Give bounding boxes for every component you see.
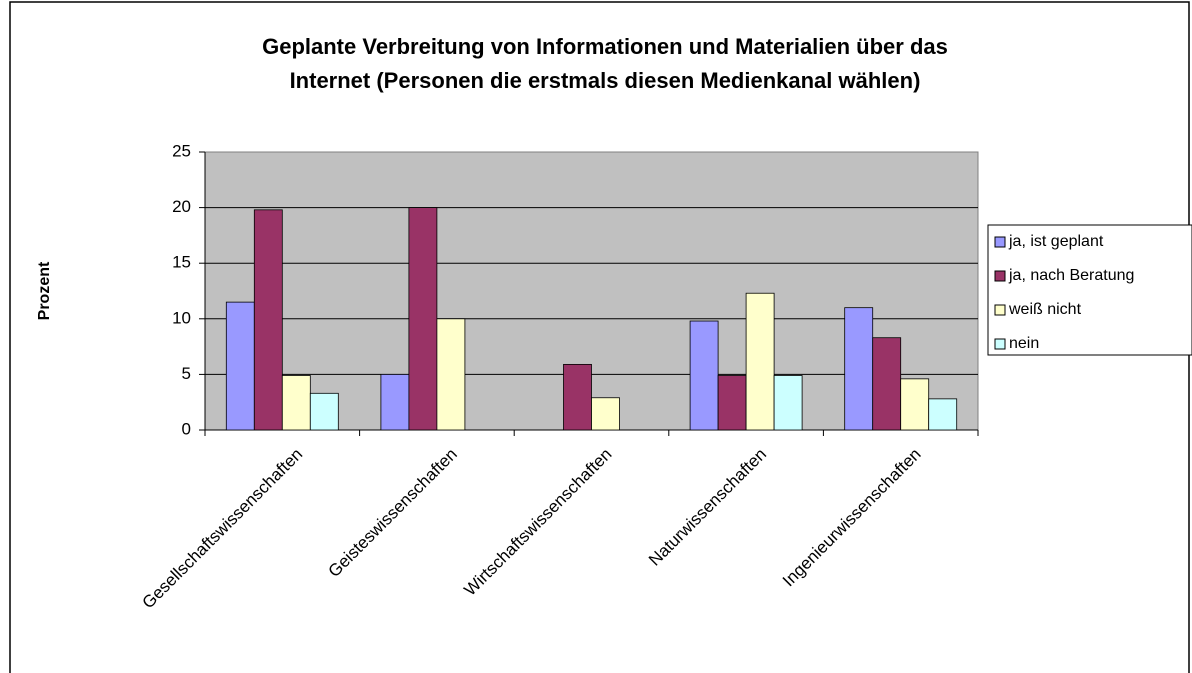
bar	[689, 320, 719, 431]
chart-title: Internet (Personen die erstmals diesen M…	[290, 68, 921, 93]
bar	[563, 363, 592, 431]
y-tick-label: 10	[172, 308, 191, 327]
y-tick-label: 5	[182, 364, 191, 383]
y-tick-label: 15	[172, 253, 191, 272]
bar	[872, 337, 902, 431]
bar	[928, 398, 958, 431]
bar	[309, 392, 339, 431]
legend-label: weiß nicht	[1008, 301, 1082, 318]
legend-swatch	[994, 338, 1006, 350]
bar	[253, 209, 283, 431]
chart-title: Geplante Verbreitung von Informationen u…	[262, 34, 948, 59]
bar	[900, 378, 930, 431]
y-tick-label: 20	[172, 197, 191, 216]
legend-label: nein	[1009, 335, 1039, 352]
legend	[987, 224, 1192, 356]
legend-label: ja, nach Beratung	[1008, 267, 1134, 284]
bar	[281, 375, 311, 431]
bar	[380, 373, 410, 431]
bar	[408, 207, 438, 431]
bar	[745, 292, 775, 431]
y-tick-label: 25	[172, 141, 191, 160]
y-axis-title: Prozent	[36, 261, 53, 320]
bar	[844, 307, 874, 431]
legend-swatch	[994, 236, 1006, 248]
bar	[225, 301, 255, 431]
bar	[773, 375, 803, 431]
y-tick-label: 0	[182, 419, 191, 438]
legend-swatch	[994, 270, 1006, 282]
bar	[591, 397, 620, 431]
legend-swatch	[994, 304, 1006, 316]
bar	[436, 318, 466, 431]
bar	[717, 375, 747, 431]
legend-label: ja, ist geplant	[1008, 233, 1104, 250]
